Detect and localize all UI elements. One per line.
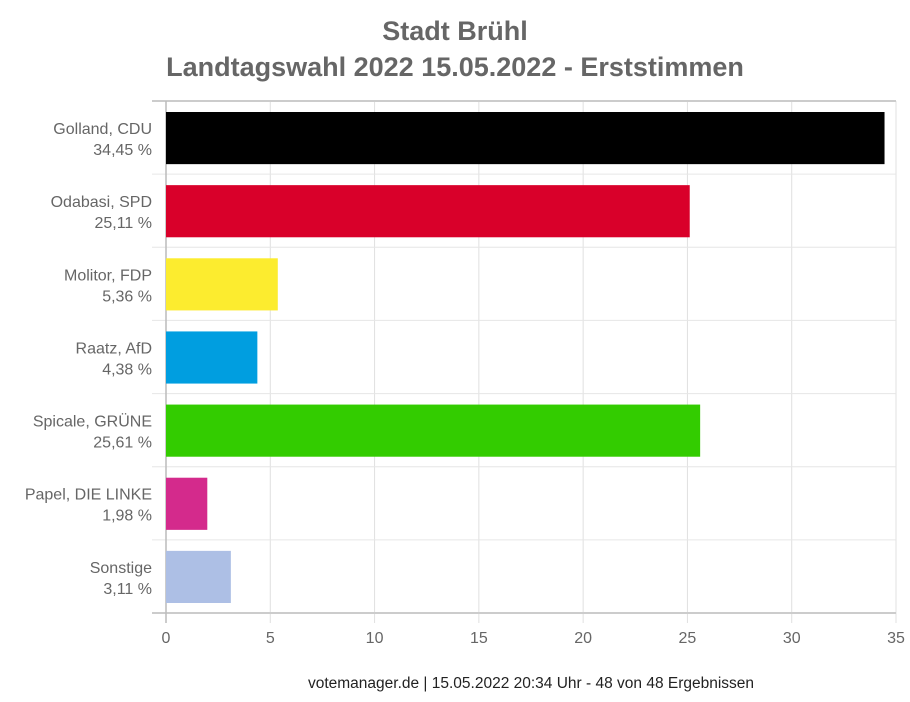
bar <box>166 185 690 238</box>
value-label: 25,61 % <box>93 435 152 452</box>
footer-source: votemanager.de | 15.05.2022 20:34 Uhr - … <box>307 675 755 692</box>
chart-title: Stadt Brühl <box>382 16 528 46</box>
bar <box>166 550 231 603</box>
bar <box>166 258 278 311</box>
value-label: 1,98 % <box>102 508 152 525</box>
chart-subtitle: Landtagswahl 2022 15.05.2022 - Erststimm… <box>166 52 744 82</box>
x-tick-label: 30 <box>783 630 801 647</box>
x-tick-label: 25 <box>679 630 697 647</box>
bar <box>166 331 258 384</box>
x-tick-label: 20 <box>574 630 592 647</box>
x-tick-label: 35 <box>887 630 905 647</box>
x-tick-label: 5 <box>266 630 275 647</box>
value-label: 4,38 % <box>102 361 152 378</box>
category-label: Molitor, FDP <box>64 267 152 284</box>
value-label: 25,11 % <box>94 215 152 232</box>
value-label: 3,11 % <box>103 581 152 598</box>
x-tick-label: 15 <box>470 630 488 647</box>
value-label: 5,36 % <box>102 288 152 305</box>
category-label: Spicale, GRÜNE <box>33 413 152 431</box>
x-tick-label: 10 <box>366 630 384 647</box>
category-label: Golland, CDU <box>53 121 152 138</box>
category-label: Papel, DIE LINKE <box>25 487 152 504</box>
category-label: Sonstige <box>90 560 152 577</box>
bar <box>166 477 208 530</box>
category-label: Odabasi, SPD <box>51 194 152 211</box>
bar <box>166 404 701 457</box>
x-tick-label: 0 <box>162 630 171 647</box>
category-label: Raatz, AfD <box>76 340 152 357</box>
value-label: 34,45 % <box>93 142 152 159</box>
bar <box>166 112 885 165</box>
